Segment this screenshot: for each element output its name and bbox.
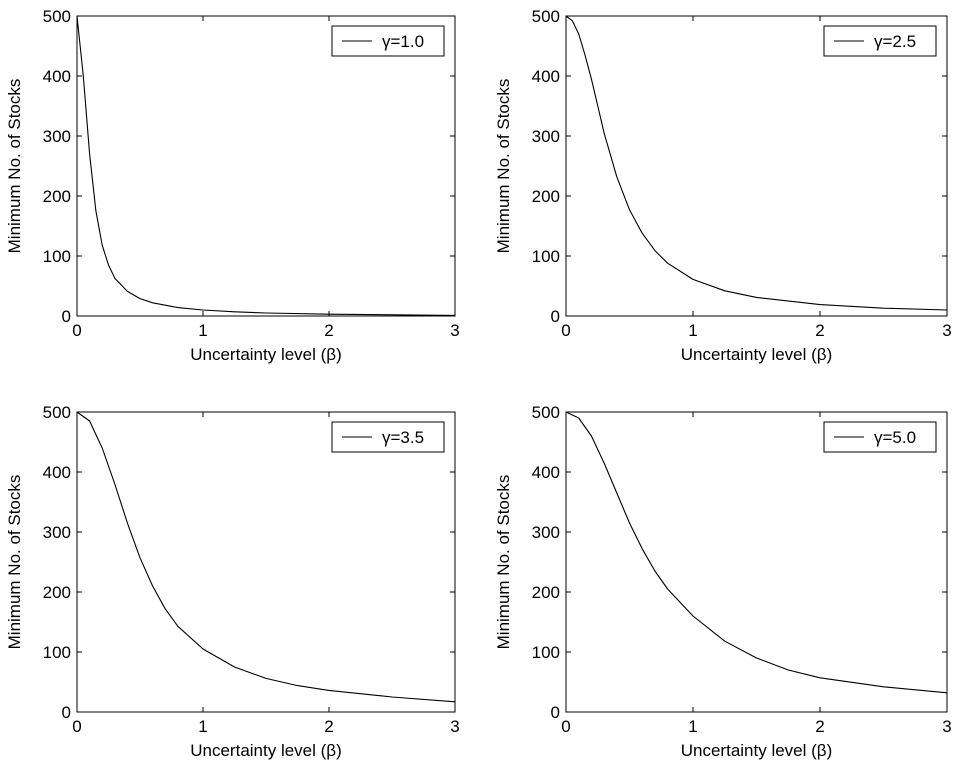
y-tick-label: 0 (551, 703, 560, 722)
x-axis-label: Uncertainty level (β) (681, 345, 833, 364)
y-tick-label: 100 (43, 247, 71, 266)
series-line (76, 411, 456, 703)
y-tick-label: 500 (43, 403, 71, 422)
y-tick-label: 500 (43, 7, 71, 26)
series-line (76, 15, 456, 316)
y-tick-label: 200 (43, 187, 71, 206)
y-axis-label: Minimum No. of Stocks (494, 79, 513, 254)
y-tick-label: 200 (532, 187, 560, 206)
x-tick-label: 3 (450, 717, 459, 736)
x-tick-label: 0 (72, 717, 81, 736)
plot-area-frame (76, 15, 456, 317)
y-tick-label: 0 (62, 307, 71, 326)
y-tick-label: 400 (43, 463, 71, 482)
y-tick-label: 200 (532, 583, 560, 602)
plot-area-frame (76, 411, 456, 713)
y-axis-label: Minimum No. of Stocks (5, 475, 24, 650)
x-tick-label: 0 (561, 321, 570, 340)
y-axis-label: Minimum No. of Stocks (5, 79, 24, 254)
x-tick-label: 1 (198, 321, 207, 340)
x-tick-label: 3 (450, 321, 459, 340)
x-axis-label: Uncertainty level (β) (190, 741, 342, 760)
plot-area-frame (565, 411, 948, 713)
x-tick-label: 3 (942, 717, 951, 736)
chart-panel-2: 0 1 2 3 0 100 200 300 400 500 Uncertainty level (β… (494, 7, 952, 364)
legend: γ=2.5 (823, 25, 937, 57)
legend: γ=5.0 (823, 421, 937, 453)
chart-panel-4: 0 1 2 3 0 100 200 300 400 500 Uncertainty level (β… (494, 403, 952, 760)
x-tick-label: 1 (688, 717, 697, 736)
x-axis-label: Uncertainty level (β) (190, 345, 342, 364)
legend: γ=1.0 (331, 25, 445, 57)
legend-label: γ=2.5 (874, 32, 916, 51)
legend: γ=3.5 (331, 421, 445, 453)
legend-label: γ=1.0 (382, 32, 424, 51)
x-tick-label: 3 (942, 321, 951, 340)
y-tick-label: 400 (43, 67, 71, 86)
y-tick-label: 400 (532, 463, 560, 482)
legend-label: γ=3.5 (382, 428, 424, 447)
y-tick-label: 100 (532, 247, 560, 266)
x-axis-label: Uncertainty level (β) (681, 741, 833, 760)
y-tick-label: 300 (532, 127, 560, 146)
y-tick-label: 500 (532, 403, 560, 422)
x-tick-label: 2 (815, 717, 824, 736)
chart-panel-1: 0 1 2 3 0 100 200 300 400 500 Uncertainty level (β… (5, 7, 460, 364)
y-tick-label: 0 (62, 703, 71, 722)
x-tick-label: 0 (561, 717, 570, 736)
y-tick-label: 500 (532, 7, 560, 26)
plot-area-frame (565, 15, 948, 317)
x-tick-label: 2 (815, 321, 824, 340)
y-tick-label: 300 (532, 523, 560, 542)
y-tick-label: 100 (43, 643, 71, 662)
y-tick-label: 100 (532, 643, 560, 662)
x-tick-label: 2 (324, 717, 333, 736)
chart-panel-3: 0 1 2 3 0 100 200 300 400 500 Uncertainty level (β… (5, 403, 460, 760)
legend-label: γ=5.0 (874, 428, 916, 447)
y-tick-label: 200 (43, 583, 71, 602)
y-tick-label: 300 (43, 127, 71, 146)
x-tick-label: 1 (688, 321, 697, 340)
y-tick-label: 400 (532, 67, 560, 86)
series-line (565, 15, 948, 311)
y-tick-label: 0 (551, 307, 560, 326)
x-tick-label: 0 (72, 321, 81, 340)
y-axis-label: Minimum No. of Stocks (494, 475, 513, 650)
series-line (565, 411, 948, 694)
x-tick-label: 1 (198, 717, 207, 736)
y-tick-label: 300 (43, 523, 71, 542)
x-tick-label: 2 (324, 321, 333, 340)
